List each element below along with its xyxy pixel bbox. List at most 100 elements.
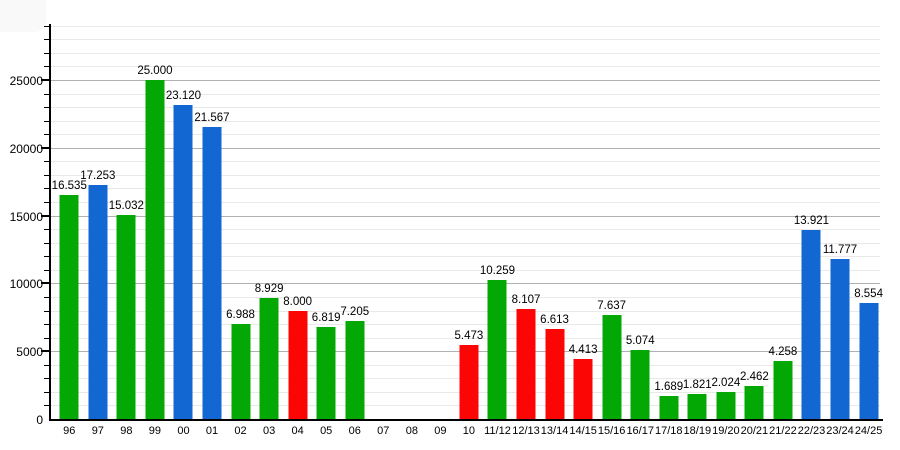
- gridline-minor: [51, 242, 880, 244]
- bar-10: [459, 345, 479, 419]
- bar-19-20: [716, 392, 736, 419]
- bar-15-16: [602, 315, 622, 419]
- gridline-major: [51, 215, 880, 217]
- gridline-major: [51, 147, 880, 149]
- x-tick-label: 00: [177, 425, 190, 437]
- bar-99: [145, 80, 165, 419]
- x-tick-label: 03: [262, 425, 276, 437]
- gridline-minor: [51, 52, 880, 54]
- x-tick-label: 98: [120, 425, 133, 437]
- gridline-minor: [51, 229, 880, 231]
- y-axis-tick: [44, 296, 50, 298]
- y-axis-tick: [41, 214, 50, 217]
- x-tick-label: 02: [234, 425, 247, 437]
- bar-00: [173, 105, 193, 419]
- y-axis-tick: [41, 146, 50, 149]
- y-tick-label: 5000: [16, 345, 43, 360]
- x-tick-label: 09: [434, 425, 447, 437]
- bar-02: [231, 324, 251, 419]
- bar-slot-14-15: 4.413 14/15: [568, 26, 598, 437]
- bar-slot-20-21: 2.462 20/21: [740, 26, 769, 437]
- bar-value-label: 11.777: [822, 244, 858, 256]
- gridline-minor: [51, 25, 880, 27]
- x-tick-label: 14/15: [569, 425, 597, 437]
- y-axis-tick: [44, 337, 50, 339]
- bar-value-label: 4.413: [568, 344, 598, 356]
- bar-06: [345, 321, 365, 419]
- y-axis-tick: [41, 350, 50, 353]
- bar-slot-12-13: 8.107 12/13: [511, 26, 541, 437]
- bar-slot-01: 21.567 01: [194, 26, 229, 437]
- bar-slot-06: 7.205 06: [340, 26, 370, 437]
- bar-value-label: 23.120: [165, 90, 202, 102]
- bar-slot-03: 8.929 03: [254, 26, 284, 437]
- y-tick-label: 15000: [9, 209, 43, 224]
- bar-value-label: 8.107: [511, 294, 541, 306]
- bar-value-label: 8.929: [254, 283, 284, 295]
- gridline-minor: [51, 269, 880, 271]
- y-axis-tick: [41, 282, 50, 285]
- gridline-minor: [51, 107, 880, 109]
- x-tick-label: 20/21: [740, 425, 769, 437]
- y-tick-label: 0: [36, 413, 43, 427]
- bar-value-label: 7.205: [340, 306, 370, 318]
- gridline-minor: [51, 310, 880, 312]
- bar-21-22: [773, 361, 793, 419]
- bar-value-label: 6.988: [226, 309, 255, 321]
- bar-slot-21-22: 4.258 21/22: [769, 26, 798, 437]
- gridline-major: [51, 283, 880, 285]
- x-tick-label: 04: [291, 425, 304, 437]
- bar-slot-02: 6.988 02: [226, 26, 255, 437]
- y-axis-tick: [41, 79, 50, 81]
- bar-slot-05: 6.819 05: [312, 26, 341, 437]
- bar-value-label: 15.032: [108, 200, 144, 212]
- bar-slot-09: 09: [426, 26, 455, 437]
- x-axis-line: [49, 419, 883, 421]
- x-tick-label: 99: [148, 425, 162, 437]
- gridline-minor: [51, 66, 880, 68]
- gridline-minor: [51, 256, 880, 258]
- gridline-minor: [51, 93, 880, 95]
- y-axis-tick: [44, 310, 50, 312]
- bar-value-label: 25.000: [137, 65, 173, 77]
- x-tick-label: 06: [348, 425, 361, 437]
- bar-slot-98: 15.032 98: [108, 26, 144, 437]
- y-axis-tick: [44, 378, 50, 380]
- x-tick-label: 08: [405, 425, 418, 437]
- bar-slot-22-23: 13.921 22/23: [794, 26, 829, 437]
- x-tick-label: 07: [377, 425, 390, 437]
- y-axis-tick: [44, 391, 50, 393]
- bar-value-label: 8.000: [283, 296, 313, 308]
- y-axis-line: [49, 24, 51, 421]
- bar-value-label: 1.689: [654, 381, 684, 393]
- bar-22-23: [801, 230, 821, 419]
- y-axis-tick: [44, 405, 50, 407]
- x-tick-label: 11/12: [484, 425, 511, 437]
- gridline-minor: [51, 39, 880, 41]
- bar-17-18: [659, 396, 679, 419]
- bar-14-15: [573, 359, 593, 419]
- bar-slot-13-14: 6.613 13/14: [540, 26, 569, 437]
- x-tick-label: 17/18: [654, 425, 683, 437]
- bar-23-24: [830, 259, 850, 419]
- bar-98: [116, 215, 136, 419]
- bar-slot-15-16: 7.637 15/16: [597, 26, 626, 437]
- x-tick-label: 22/23: [797, 425, 826, 437]
- bar-13-14: [545, 329, 565, 419]
- x-tick-label: 97: [91, 425, 104, 437]
- bar-slot-17-18: 1.689 17/18: [654, 26, 684, 437]
- gridline-minor: [51, 337, 880, 339]
- bar-96: [59, 195, 79, 419]
- bar-16-17: [630, 350, 650, 419]
- bar-12-13: [516, 309, 536, 419]
- bar-slot-97: 17.253 97: [80, 26, 115, 437]
- bar-slot-10: 5.473 10: [455, 26, 484, 437]
- y-axis-tick: [44, 242, 50, 244]
- x-tick-label: 13/14: [540, 425, 569, 437]
- bar-slot-04: 8.000 04: [283, 26, 313, 437]
- bar-value-label: 1.821: [682, 379, 712, 391]
- y-axis-tick: [44, 202, 50, 204]
- bar-value-label: 2.024: [711, 377, 741, 389]
- bars-layer: 16.535 96 17.253 97 15.032 98 25.000 99 23.120 00…: [52, 26, 883, 437]
- gridline-minor: [51, 202, 880, 204]
